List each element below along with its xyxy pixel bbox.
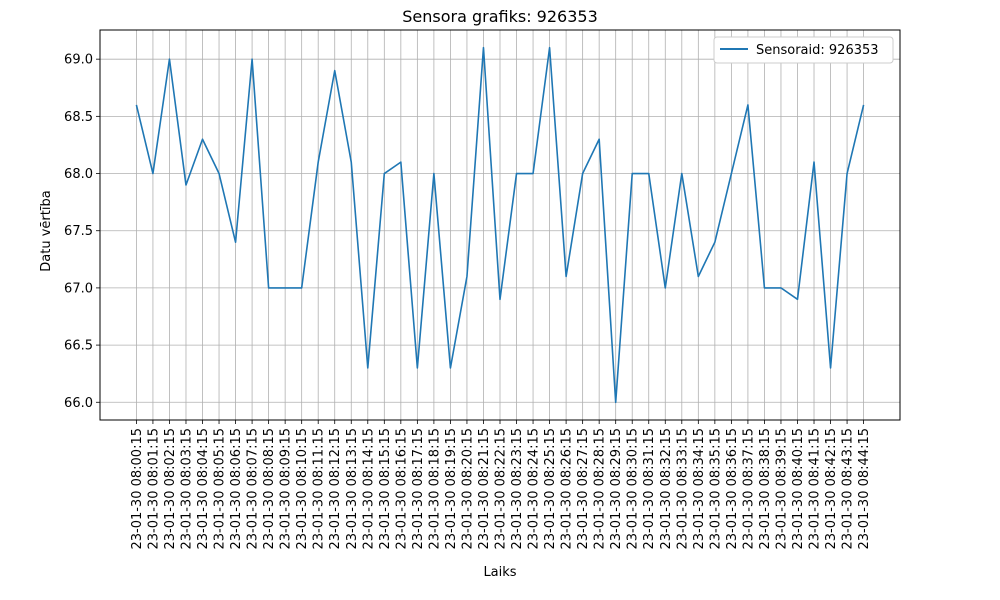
x-axis: 23-01-30 08:00:15 23-01-30 08:01:15 23-01-…	[130, 420, 872, 550]
x-tick-label: 23-01-30 08:12:15	[328, 428, 343, 550]
x-tick-label: 23-01-30 08:07:15	[246, 428, 261, 550]
x-tick-label: 23-01-30 08:41:15	[808, 428, 823, 550]
y-axis: 66.0 66.5 67.0 67.5 68.0 68.5 69.0	[64, 53, 100, 411]
x-tick-label: 23-01-30 08:38:15	[758, 428, 773, 550]
x-tick-label: 23-01-30 08:19:15	[444, 428, 459, 550]
x-tick-label: 23-01-30 08:26:15	[560, 428, 575, 550]
y-tick-label: 67.5	[64, 224, 93, 239]
x-tick-label: 23-01-30 08:29:15	[609, 428, 624, 550]
x-tick-label: 23-01-30 08:03:15	[179, 428, 194, 550]
legend-box	[713, 36, 894, 64]
x-tick-label: 23-01-30 08:15:15	[378, 428, 393, 550]
x-tick-label: 23-01-30 08:02:15	[163, 428, 178, 550]
y-tick-label: 68.5	[64, 110, 93, 125]
x-tick-label: 23-01-30 08:20:15	[460, 428, 475, 550]
x-tick-label: 23-01-30 08:43:15	[841, 428, 856, 550]
x-tick-label: 23-01-30 08:40:15	[791, 428, 806, 550]
x-tick-label: 23-01-30 08:44:15	[857, 428, 872, 550]
y-tick-label: 69.0	[64, 53, 93, 68]
x-tick-label: 23-01-30 08:00:15	[130, 428, 145, 550]
x-tick-label: 23-01-30 08:09:15	[279, 428, 294, 550]
y-tick-label: 66.5	[64, 339, 93, 354]
x-tick-label: 23-01-30 08:04:15	[196, 428, 211, 550]
x-tick-label: 23-01-30 08:18:15	[427, 428, 442, 550]
x-tick-label: 23-01-30 08:23:15	[510, 428, 525, 550]
x-tick-label: 23-01-30 08:16:15	[394, 428, 409, 550]
series-layer	[135, 46, 865, 404]
x-axis-label: Laiks	[483, 565, 516, 580]
y-tick-label: 66.0	[64, 396, 93, 411]
x-tick-label: 23-01-30 08:05:15	[213, 428, 228, 550]
x-tick-label: 23-01-30 08:39:15	[774, 428, 789, 550]
x-tick-label: 23-01-30 08:33:15	[675, 428, 690, 550]
x-tick-label: 23-01-30 08:36:15	[725, 428, 740, 550]
x-tick-label: 23-01-30 08:42:15	[824, 428, 839, 550]
y-tick-label: 67.0	[64, 281, 93, 296]
x-tick-label: 23-01-30 08:06:15	[229, 428, 244, 550]
x-tick-label: 23-01-30 08:08:15	[262, 428, 277, 550]
x-tick-label: 23-01-30 08:32:15	[659, 428, 674, 550]
x-tick-label: 23-01-30 08:11:15	[312, 428, 327, 550]
x-tick-label: 23-01-30 08:31:15	[642, 428, 657, 550]
y-tick-label: 68.0	[64, 167, 93, 182]
x-tick-label: 23-01-30 08:28:15	[593, 428, 608, 550]
chart-title: Sensora grafiks: 926353	[402, 7, 598, 26]
legend: Sensoraid: 926353	[713, 36, 894, 64]
x-tick-label: 23-01-30 08:01:15	[146, 428, 161, 550]
grid	[100, 30, 900, 420]
x-tick-label: 23-01-30 08:13:15	[345, 428, 360, 550]
x-tick-label: 23-01-30 08:25:15	[543, 428, 558, 550]
x-tick-label: 23-01-30 08:14:15	[361, 428, 376, 550]
x-tick-label: 23-01-30 08:10:15	[295, 428, 310, 550]
x-tick-label: 23-01-30 08:27:15	[576, 428, 591, 550]
x-tick-label: 23-01-30 08:17:15	[411, 428, 426, 550]
x-tick-label: 23-01-30 08:35:15	[708, 428, 723, 550]
x-tick-label: 23-01-30 08:24:15	[527, 428, 542, 550]
x-tick-label: 23-01-30 08:37:15	[741, 428, 756, 550]
x-tick-label: 23-01-30 08:34:15	[692, 428, 707, 550]
y-axis-label: Datu vērtība	[39, 190, 54, 271]
x-tick-label: 23-01-30 08:30:15	[626, 428, 641, 550]
x-tick-label: 23-01-30 08:22:15	[494, 428, 509, 550]
x-tick-label: 23-01-30 08:21:15	[477, 428, 492, 550]
legend-label: Sensoraid: 926353	[756, 43, 879, 58]
